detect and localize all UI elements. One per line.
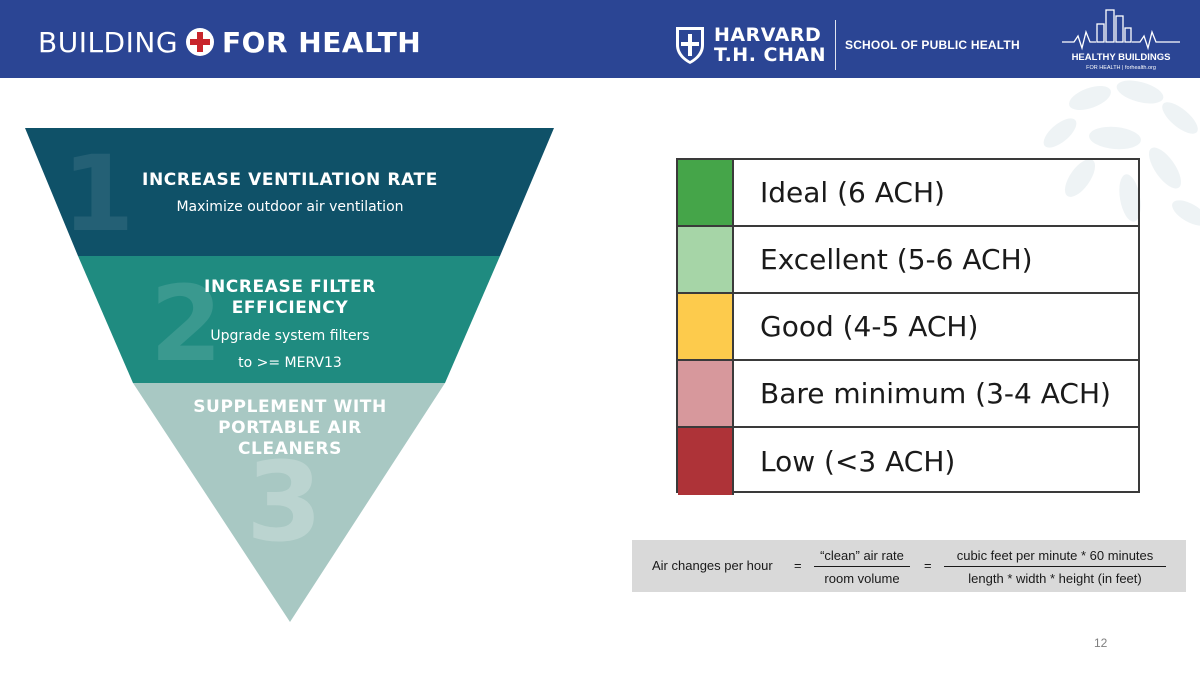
fraction-clean-air: “clean” air rate room volume	[814, 548, 910, 586]
harvard-text: HARVARD	[714, 24, 822, 46]
ach-row-excellent: Excellent (5-6 ACH)	[678, 227, 1138, 294]
tier-1-title: INCREASE VENTILATION RATE	[142, 170, 438, 190]
hierarchy-triangle: 1 2 3	[25, 128, 554, 622]
tier-1-text: INCREASE VENTILATION RATE Maximize outdo…	[120, 170, 460, 217]
tier-2-subtitle-line1: Upgrade system filters	[210, 328, 370, 344]
ach-row-ideal: Ideal (6 ACH)	[678, 160, 1138, 227]
tier-3-title-line2: PORTABLE AIR	[218, 418, 362, 438]
tier-3-number: 3	[246, 438, 323, 566]
equals-sign-1: =	[794, 558, 802, 573]
tier-1-band	[25, 128, 554, 256]
ach-label-ideal: Ideal (6 ACH)	[760, 176, 945, 209]
tier-2-number: 2	[150, 263, 222, 385]
logo-divider	[834, 20, 836, 70]
formula-lhs: Air changes per hour	[652, 558, 773, 573]
color-swatch-excellent	[678, 227, 734, 292]
tier-1-number: 1	[62, 133, 134, 255]
tier-2-text: INCREASE FILTER EFFICIENCY Upgrade syste…	[170, 277, 410, 373]
tier-3-text: SUPPLEMENT WITH PORTABLE AIR CLEANERS	[170, 397, 410, 460]
fraction-1-denominator: room volume	[824, 571, 900, 586]
tier-2-title-line2: EFFICIENCY	[231, 298, 349, 318]
red-cross-icon	[186, 28, 215, 56]
brand-word-building: BUILDING	[38, 25, 179, 59]
fraction-2-numerator: cubic feet per minute * 60 minutes	[944, 548, 1166, 567]
tier-2-subtitle-line2: to >= MERV13	[238, 355, 342, 371]
ach-formula-box: Air changes per hour = “clean” air rate …	[632, 540, 1186, 592]
brand-word-for-health: FOR HEALTH	[222, 25, 422, 59]
fraction-2-denominator: length * width * height (in feet)	[968, 571, 1142, 586]
ach-rating-table: Ideal (6 ACH) Excellent (5-6 ACH) Good (…	[676, 158, 1140, 495]
header-bar: BUILDING FOR HEALTH HARVARD T.H. CHAN SC…	[0, 0, 1200, 78]
page-number: 12	[1094, 636, 1108, 650]
harvard-chan-logo: HARVARD T.H. CHAN SCHOOL OF PUBLIC HEALT…	[674, 20, 1020, 70]
tier-3-title-line1: SUPPLEMENT WITH	[193, 397, 387, 417]
school-of-public-health-text: SCHOOL OF PUBLIC HEALTH	[844, 38, 1020, 52]
tier-3-title-line3: CLEANERS	[237, 439, 343, 459]
equals-sign-2: =	[924, 558, 932, 573]
color-swatch-ideal	[678, 160, 734, 225]
tier-2-band	[78, 256, 500, 383]
ach-row-bare-minimum: Bare minimum (3-4 ACH)	[678, 361, 1138, 428]
healthy-buildings-text: HEALTHY BUILDINGS	[1071, 52, 1171, 63]
leaf-pattern-decoration	[1043, 80, 1200, 226]
building-for-health-logo: BUILDING FOR HEALTH	[38, 24, 421, 60]
ach-row-good: Good (4-5 ACH)	[678, 294, 1138, 361]
healthy-buildings-logo: HEALTHY BUILDINGS FOR HEALTH | forhealth…	[1060, 6, 1182, 74]
color-swatch-low	[678, 428, 734, 495]
ach-label-low: Low (<3 ACH)	[760, 445, 956, 478]
ach-label-excellent: Excellent (5-6 ACH)	[760, 243, 1033, 276]
fraction-cfm: cubic feet per minute * 60 minutes lengt…	[944, 548, 1166, 586]
harvard-shield-icon	[676, 27, 704, 64]
skyline-icon	[1062, 9, 1180, 51]
color-swatch-bare-minimum	[678, 361, 734, 426]
ach-row-low: Low (<3 ACH)	[678, 428, 1138, 495]
forhealth-url-text: FOR HEALTH | forhealth.org	[1086, 65, 1156, 71]
ach-label-bare-minimum: Bare minimum (3-4 ACH)	[760, 377, 1111, 410]
ach-label-good: Good (4-5 ACH)	[760, 310, 979, 343]
tier-2-title-line1: INCREASE FILTER	[204, 277, 376, 297]
tier-3-band	[133, 383, 445, 622]
color-swatch-good	[678, 294, 734, 359]
tier-1-subtitle: Maximize outdoor air ventilation	[176, 199, 404, 215]
fraction-1-numerator: “clean” air rate	[814, 548, 910, 567]
th-chan-text: T.H. CHAN	[714, 44, 826, 66]
